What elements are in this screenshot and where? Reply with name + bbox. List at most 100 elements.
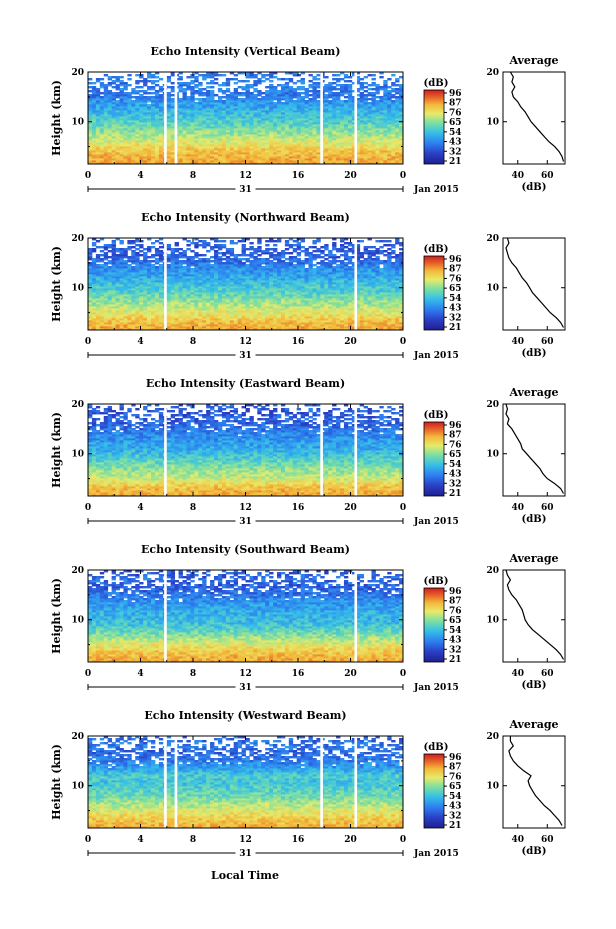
heatmap-cell bbox=[186, 86, 191, 89]
heatmap-cell bbox=[265, 126, 270, 129]
heatmap-cell bbox=[194, 90, 199, 93]
heatmap-cell bbox=[387, 158, 392, 161]
heatmap-cell bbox=[304, 132, 309, 135]
heatmap-cell bbox=[367, 112, 372, 115]
heatmap-cell bbox=[147, 76, 152, 79]
heatmap-cell bbox=[206, 142, 211, 145]
heatmap-cell bbox=[391, 320, 396, 323]
heatmap-cell bbox=[280, 122, 286, 125]
heatmap-cell bbox=[347, 76, 353, 79]
heatmap-cell bbox=[249, 100, 254, 103]
heatmap-cell bbox=[383, 124, 388, 127]
heatmap-cell bbox=[367, 318, 372, 321]
heatmap-cell bbox=[277, 84, 282, 87]
heatmap-cell bbox=[273, 150, 278, 153]
heatmap-cell bbox=[316, 152, 321, 155]
heatmap-cell bbox=[190, 80, 195, 83]
heatmap-cell bbox=[359, 150, 365, 153]
heatmap-cell bbox=[143, 82, 148, 85]
heatmap-cell bbox=[229, 110, 235, 113]
heatmap-cell bbox=[198, 132, 203, 135]
heatmap-cell bbox=[202, 316, 207, 319]
heatmap-cell bbox=[88, 108, 93, 111]
heatmap-cell bbox=[292, 106, 298, 109]
heatmap-cell bbox=[336, 314, 341, 317]
heatmap-cell bbox=[186, 110, 191, 113]
heatmap-cell bbox=[379, 310, 384, 313]
heatmap-cell bbox=[221, 158, 227, 161]
heatmap-cell bbox=[387, 78, 392, 81]
heatmap-cell bbox=[284, 84, 290, 87]
heatmap-cell bbox=[241, 148, 246, 151]
heatmap-cell bbox=[91, 314, 97, 317]
heatmap-cell bbox=[253, 128, 258, 131]
avg-x-tick-label: 60 bbox=[541, 171, 554, 181]
heatmap-cell bbox=[186, 144, 191, 147]
heatmap-cell bbox=[123, 312, 128, 315]
heatmap-cell bbox=[99, 84, 105, 87]
heatmap-cell bbox=[277, 122, 282, 125]
heatmap-cell bbox=[170, 88, 176, 91]
heatmap-cell bbox=[233, 106, 239, 109]
heatmap-cell bbox=[253, 132, 258, 135]
heatmap-cell bbox=[395, 106, 400, 109]
heatmap-cell bbox=[99, 308, 105, 311]
heatmap-cell bbox=[343, 324, 349, 327]
heatmap-cell bbox=[351, 324, 357, 327]
heatmap-cell bbox=[111, 80, 116, 83]
heatmap-cell bbox=[387, 152, 392, 155]
heatmap-cell bbox=[347, 126, 353, 129]
heatmap-cell bbox=[280, 310, 286, 313]
heatmap-cell bbox=[210, 322, 215, 325]
heatmap-cell bbox=[147, 130, 152, 133]
heatmap-cell bbox=[245, 116, 250, 119]
heatmap-cell bbox=[355, 152, 361, 155]
heatmap-cell bbox=[115, 100, 120, 103]
heatmap-cell bbox=[119, 108, 124, 111]
heatmap-cell bbox=[214, 328, 219, 331]
heatmap-cell bbox=[190, 314, 195, 317]
heatmap-cell bbox=[225, 134, 231, 137]
heatmap-cell bbox=[217, 120, 223, 123]
heatmap-cell bbox=[347, 106, 353, 109]
heatmap-cell bbox=[284, 316, 290, 319]
heatmap-cell bbox=[269, 114, 274, 117]
heatmap-cell bbox=[316, 94, 321, 97]
heatmap-cell bbox=[151, 110, 156, 113]
heatmap-cell bbox=[300, 132, 305, 135]
heatmap-cell bbox=[363, 118, 368, 121]
heatmap-cell bbox=[143, 118, 148, 121]
heatmap-cell bbox=[363, 90, 368, 93]
heatmap-cell bbox=[355, 140, 361, 143]
heatmap-cell bbox=[395, 142, 400, 145]
heatmap-cell bbox=[367, 116, 372, 119]
heatmap-cell bbox=[332, 114, 337, 117]
heatmap-cell bbox=[111, 132, 116, 135]
heatmap-cell bbox=[158, 150, 164, 153]
heatmap-cell bbox=[375, 324, 380, 327]
heatmap-cell bbox=[214, 78, 219, 81]
heatmap-cell bbox=[375, 150, 380, 153]
heatmap-cell bbox=[221, 102, 227, 105]
heatmap-cell bbox=[363, 324, 368, 327]
heatmap-cell bbox=[115, 126, 120, 129]
heatmap-cell bbox=[202, 308, 207, 311]
heatmap-cell bbox=[336, 326, 341, 329]
heatmap-cell bbox=[229, 102, 235, 105]
heatmap-cell bbox=[296, 162, 302, 165]
heatmap-cell bbox=[143, 126, 148, 129]
heatmap-cell bbox=[135, 320, 140, 323]
heatmap-cell bbox=[249, 318, 254, 321]
heatmap-cell bbox=[91, 88, 97, 91]
heatmap-cell bbox=[245, 322, 250, 325]
heatmap-cell bbox=[261, 136, 266, 139]
heatmap-cell bbox=[336, 140, 341, 143]
heatmap-cell bbox=[194, 322, 199, 325]
heatmap-cell bbox=[214, 314, 219, 317]
heatmap-cell bbox=[245, 312, 250, 315]
heatmap-cell bbox=[355, 110, 361, 113]
heatmap-cell bbox=[91, 92, 97, 95]
heatmap-cell bbox=[214, 74, 219, 77]
heatmap-cell bbox=[186, 136, 191, 139]
heatmap-cell bbox=[375, 130, 380, 133]
